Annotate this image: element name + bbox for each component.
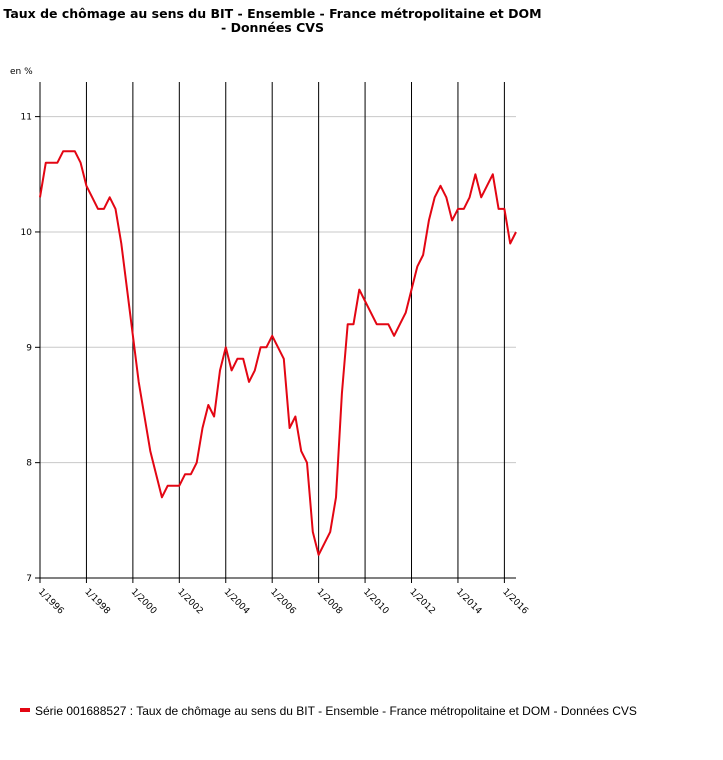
chart-title-line-2: - Données CVS bbox=[221, 20, 324, 35]
x-tick-label-2002: 1/2002 bbox=[175, 587, 204, 616]
x-tick-label-2016: 1/2016 bbox=[500, 587, 530, 617]
line-chart: en % 7 8 9 10 11 1/1996 1/1998 1/2000 1/2002 1/20… bbox=[10, 67, 530, 617]
chart-title-line-1: Taux de chômage au sens du BIT - Ensembl… bbox=[3, 6, 542, 21]
series-line-0 bbox=[39, 150, 517, 556]
x-tick-label-2004: 1/2004 bbox=[222, 587, 252, 617]
chart-title: Taux de chômage au sens du BIT - Ensembl… bbox=[0, 7, 545, 35]
axes bbox=[35, 82, 516, 579]
x-tick-label-2012: 1/2012 bbox=[407, 587, 436, 616]
y-tick-label-10: 10 bbox=[21, 228, 33, 238]
unit-label: en % bbox=[10, 67, 33, 77]
grid bbox=[39, 82, 516, 583]
legend: Série 001688527 : Taux de chômage au sen… bbox=[20, 704, 680, 718]
x-tick-label-2008: 1/2008 bbox=[315, 587, 345, 617]
y-tick-label-11: 11 bbox=[21, 113, 32, 123]
y-tick-label-9: 9 bbox=[26, 343, 32, 353]
series bbox=[39, 150, 517, 556]
x-tick-label-1996: 1/1996 bbox=[36, 587, 66, 617]
x-tick-label-1998: 1/1998 bbox=[82, 587, 112, 617]
legend-entry-label: Série 001688527 : Taux de chômage au sen… bbox=[35, 704, 637, 718]
x-tick-label-2006: 1/2006 bbox=[268, 587, 298, 617]
x-tick-label-2014: 1/2014 bbox=[454, 587, 484, 617]
y-tick-label-8: 8 bbox=[26, 459, 32, 469]
legend-swatch bbox=[20, 707, 30, 712]
tick-labels: 7 8 9 10 11 1/1996 1/1998 1/2000 1/2002 1/2004 1/2… bbox=[21, 113, 530, 617]
x-tick-label-2000: 1/2000 bbox=[129, 587, 159, 617]
x-tick-label-2010: 1/2010 bbox=[361, 587, 391, 617]
y-tick-label-7: 7 bbox=[26, 574, 32, 584]
